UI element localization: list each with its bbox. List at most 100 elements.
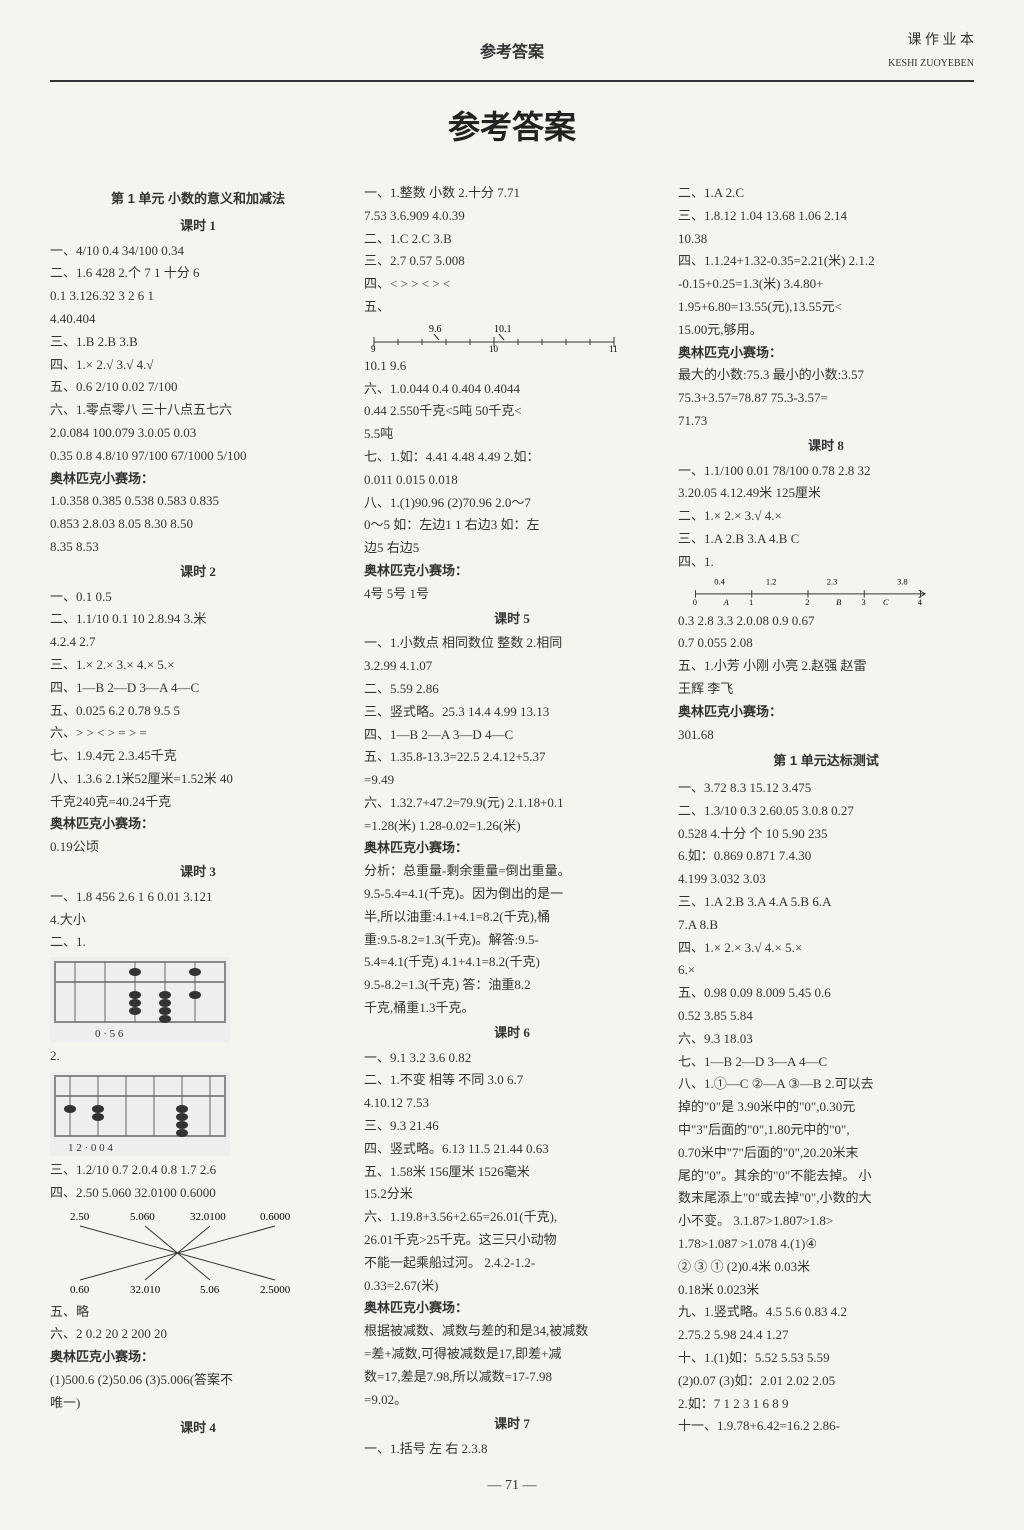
svg-text:2.5000: 2.5000 [260,1284,291,1296]
text-line: 三、9.3 21.46 [364,1116,660,1137]
text-line: 四、1—B 2—A 3—D 4—C [364,725,660,746]
text-line: 一、1.整数 小数 2.十分 7.71 [364,183,660,204]
svg-text:B: B [836,597,841,607]
lesson5-title: 课时 5 [364,609,660,630]
text-line: 二、1.不变 相等 不同 3.0 6.7 [364,1070,660,1091]
text-line: 二、1.3/10 0.3 2.60.05 3.0.8 0.27 [678,801,974,822]
text-line: 4.大小 [50,910,346,931]
text-line: 三、2.7 0.57 5.008 [364,251,660,272]
text-line: 四、1.× 2.× 3.√ 4.× 5.× [678,938,974,959]
text-line: 一、1.8 456 2.6 1 6 0.01 3.121 [50,887,346,908]
text-line: 五、1.小芳 小刚 小亮 2.赵强 赵雷 [678,656,974,677]
text-line: 4.10.12 7.53 [364,1093,660,1114]
text-line: 二、5.59 2.86 [364,679,660,700]
text-line: 二、1.× 2.× 3.√ 4.× [678,506,974,527]
text-line: 1.95+6.80=13.55(元),13.55元< [678,297,974,318]
olympic-label: 奥林匹克小赛场： [364,1298,660,1319]
big-title: 参考答案 [50,102,974,153]
text-line: 六、1.32.7+47.2=79.9(元) 2.1.18+0.1 [364,793,660,814]
text-line: 2.如：7 1 2 3 1 6 8 9 [678,1394,974,1415]
text-line: 四、2.50 5.060 32.0100 0.6000 [50,1183,346,1204]
text-line: 六、2 0.2 20 2 200 20 [50,1324,346,1345]
text-line: =9.02。 [364,1390,660,1411]
text-line: 六、> > < > = > = [50,723,346,744]
cross-matching-diagram: 2.50 5.060 32.0100 0.6000 0.60 32.010 5.… [50,1208,310,1298]
svg-text:C: C [883,597,889,607]
text-line: 七、1.如：4.41 4.48 4.49 2.如： [364,447,660,468]
text-line: 七、1.9.4元 2.3.45千克 [50,746,346,767]
text-line: -0.15+0.25=1.3(米) 3.4.80+ [678,274,974,295]
svg-text:32.0100: 32.0100 [190,1211,226,1223]
text-line: 一、3.72 8.3 15.12 3.475 [678,778,974,799]
text-line: 三、1.2/10 0.7 2.0.4 0.8 1.7 2.6 [50,1160,346,1181]
text-line: 八、1.3.6 2.1米52厘米=1.52米 40 [50,769,346,790]
olympic-label: 奥林匹克小赛场： [678,343,974,364]
text-line: 八、1.①—C ②—A ③—B 2.可以去 [678,1074,974,1095]
svg-text:9.6: 9.6 [429,324,442,335]
text-line: 王辉 李飞 [678,679,974,700]
text-line: 7.A 8.B [678,915,974,936]
text-line: 0.70米中"7"后面的"0",20.20米末 [678,1143,974,1164]
text-line: 六、1.0.044 0.4 0.404 0.4044 [364,379,660,400]
lesson3-title: 课时 3 [50,862,346,883]
text-line: 最大的小数:75.3 最小的小数:3.57 [678,365,974,386]
svg-text:A: A [723,597,730,607]
text-line: 三、1.B 2.B 3.B [50,332,346,353]
text-line: 二、1.A 2.C [678,183,974,204]
text-line: 尾的"0"。其余的"0"不能去掉。 小 [678,1166,974,1187]
olympic-label: 奥林匹克小赛场： [50,814,346,835]
text-line: 2.75.2 5.98 24.4 1.27 [678,1325,974,1346]
svg-text:5.06: 5.06 [200,1284,220,1296]
text-line: =1.28(米) 1.28-0.02=1.26(米) [364,816,660,837]
lesson8-title: 课时 8 [678,436,974,457]
svg-text:32.010: 32.010 [130,1284,161,1296]
text-line: 五、1.58米 156厘米 1526毫米 [364,1162,660,1183]
abacus-diagram-1: 0 · 5 6 [50,957,230,1042]
lesson7-title: 课时 7 [364,1414,660,1435]
text-line: 4.40.404 [50,309,346,330]
svg-text:0: 0 [693,597,697,607]
text-line: 十一、1.9.78+6.42=16.2 2.86- [678,1416,974,1437]
svg-text:2.50: 2.50 [70,1211,90,1223]
svg-text:1: 1 [749,597,753,607]
text-line: 四、1.× 2.√ 3.√ 4.√ [50,355,346,376]
lesson2-title: 课时 2 [50,562,346,583]
text-line: 0.011 0.015 0.018 [364,470,660,491]
text-line: 0.44 2.550千克<5吨 50千克< [364,401,660,422]
svg-text:0 · 5 6: 0 · 5 6 [95,1028,124,1040]
svg-text:0.4: 0.4 [714,577,725,587]
olympic-label: 奥林匹克小赛场： [678,702,974,723]
abacus-diagram-2: 1 2 · 0 0 4 [50,1071,230,1156]
svg-text:5.060: 5.060 [130,1211,155,1223]
text-line: 2.0.084 100.079 3.0.05 0.03 [50,423,346,444]
logo-pinyin: KESHI ZUOYEBEN [888,58,974,69]
text-line: 0.52 3.85 5.84 [678,1006,974,1027]
svg-text:3: 3 [861,597,865,607]
text-line: 二、1.6 428 2.个 7 1 十分 6 [50,263,346,284]
text-line: 三、1.A 2.B 3.A 4.B C [678,529,974,550]
text-line: 十、1.(1)如：5.52 5.53 5.59 [678,1348,974,1369]
text-line: 六、9.3 18.03 [678,1029,974,1050]
text-line: 二、1. [50,932,346,953]
text-line: 边5 右边5 [364,538,660,559]
text-line: =差+减数,可得被减数是17,即差+减 [364,1344,660,1365]
text-line: 中"3"后面的"0",1.80元中的"0", [678,1120,974,1141]
text-line: 四、1—B 2—D 3—A 4—C [50,678,346,699]
olympic-label: 奥林匹克小赛场： [364,838,660,859]
text-line: 重:9.5-8.2=1.3(千克)。解答:9.5- [364,930,660,951]
text-line: 千克240克=40.24千克 [50,792,346,813]
page-number: — 71 — [50,1475,974,1497]
text-line: 4.199 3.032 3.03 [678,869,974,890]
text-line: 六、1.零点零八 三十八点五七六 [50,400,346,421]
text-line: 5.4=4.1(千克) 4.1+4.1=8.2(千克) [364,952,660,973]
logo-text-1: 课 作 业 本 [908,33,975,48]
text-line: 9.5-5.4=4.1(千克)。因为倒出的是一 [364,884,660,905]
text-line: 一、1.小数点 相同数位 整数 2.相同 [364,633,660,654]
text-line: 半,所以油重:4.1+4.1=8.2(千克),桶 [364,907,660,928]
lesson6-title: 课时 6 [364,1023,660,1044]
text-line: 数=17,差是7.98,所以减数=17-7.98 [364,1367,660,1388]
svg-text:4: 4 [918,597,923,607]
text-line: 七、1—B 2—D 3—A 4—C [678,1052,974,1073]
number-line-diagram-1: 9.6 10.1 9 10 11 [364,322,624,352]
text-line: 四、1. [678,552,974,573]
